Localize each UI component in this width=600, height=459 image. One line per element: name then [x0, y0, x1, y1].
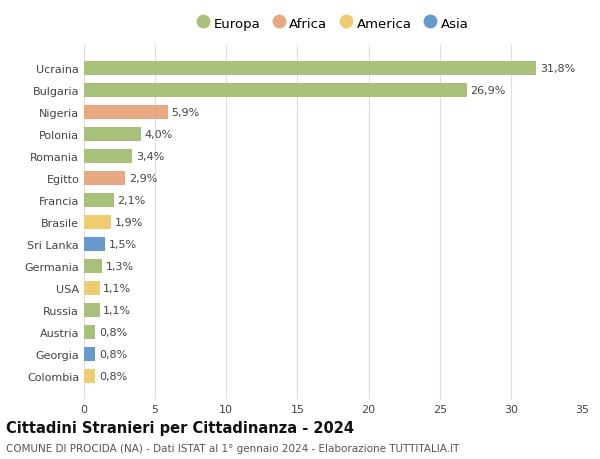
Bar: [84, 216, 111, 230]
Text: 2,1%: 2,1%: [118, 196, 146, 206]
Text: COMUNE DI PROCIDA (NA) - Dati ISTAT al 1° gennaio 2024 - Elaborazione TUTTITALIA: COMUNE DI PROCIDA (NA) - Dati ISTAT al 1…: [6, 443, 460, 453]
Text: 0,8%: 0,8%: [99, 328, 127, 337]
Bar: [84, 282, 100, 295]
Text: 0,8%: 0,8%: [99, 371, 127, 381]
Bar: [84, 106, 168, 119]
Bar: [84, 194, 114, 207]
Text: 31,8%: 31,8%: [540, 64, 575, 74]
Bar: [84, 260, 103, 274]
Bar: [84, 238, 106, 252]
Legend: Europa, Africa, America, Asia: Europa, Africa, America, Asia: [197, 17, 469, 31]
Bar: [84, 369, 95, 383]
Text: 1,1%: 1,1%: [103, 284, 131, 294]
Text: 5,9%: 5,9%: [172, 108, 200, 118]
Text: 26,9%: 26,9%: [470, 86, 506, 96]
Text: 1,9%: 1,9%: [115, 218, 143, 228]
Text: 3,4%: 3,4%: [136, 151, 164, 162]
Bar: [84, 347, 95, 361]
Text: 1,1%: 1,1%: [103, 306, 131, 315]
Text: 1,3%: 1,3%: [106, 262, 134, 272]
Bar: [84, 304, 100, 317]
Bar: [84, 172, 125, 185]
Text: 0,8%: 0,8%: [99, 349, 127, 359]
Text: 4,0%: 4,0%: [145, 130, 173, 140]
Bar: [84, 326, 95, 339]
Bar: [84, 62, 536, 76]
Bar: [84, 150, 133, 163]
Text: 2,9%: 2,9%: [129, 174, 157, 184]
Bar: [84, 84, 467, 98]
Bar: [84, 128, 141, 141]
Text: Cittadini Stranieri per Cittadinanza - 2024: Cittadini Stranieri per Cittadinanza - 2…: [6, 420, 354, 435]
Text: 1,5%: 1,5%: [109, 240, 137, 250]
